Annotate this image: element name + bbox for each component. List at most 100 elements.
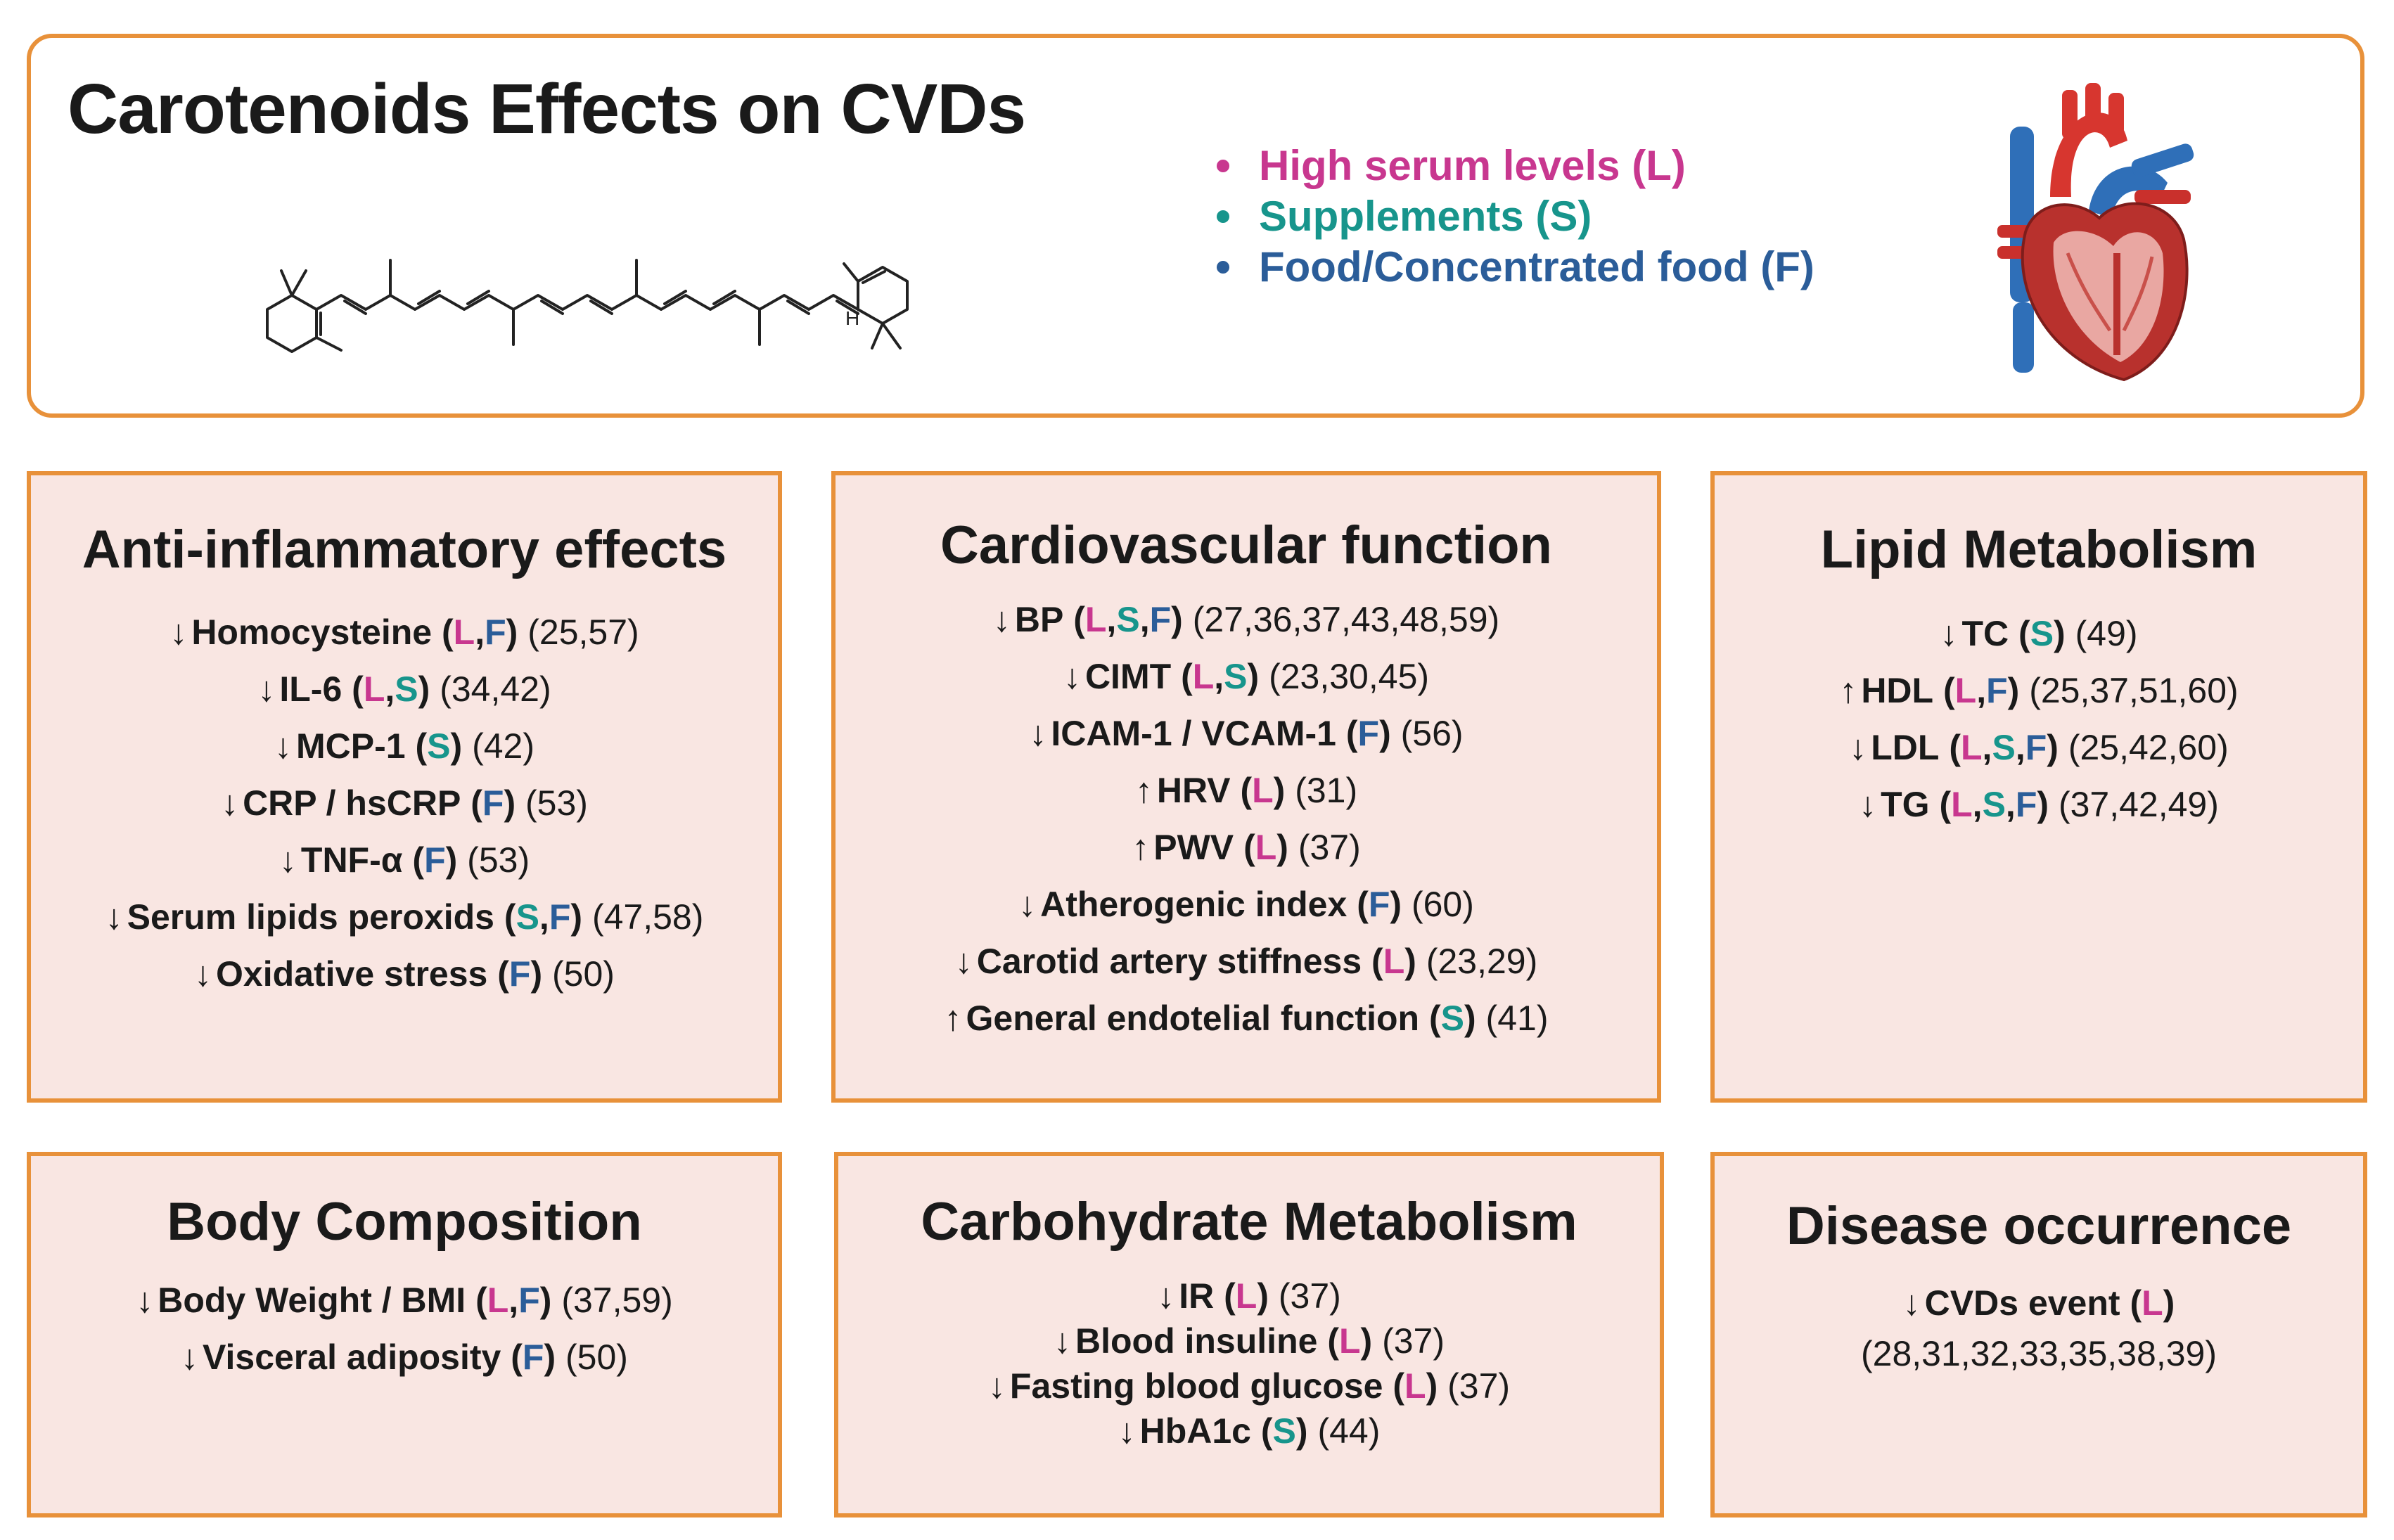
effect-item: ↓ ICAM-1 / VCAM-1 (F) (56)	[836, 705, 1657, 762]
references: (53)	[467, 840, 530, 880]
separator: ,	[2005, 785, 2016, 824]
effect-label: Fasting blood glucose	[1009, 1366, 1383, 1406]
paren: )	[1171, 600, 1183, 639]
paren: )	[1360, 1321, 1373, 1361]
separator: ,	[1214, 657, 1224, 696]
source-code-L: L	[1192, 657, 1215, 696]
paren: )	[1247, 657, 1260, 696]
item-list: ↓ Homocysteine (L,F) (25,57) ↓ IL-6 (L,S) (…	[31, 604, 778, 1003]
paren: (	[1260, 1411, 1273, 1451]
paren: )	[450, 726, 463, 766]
source-code-L: L	[1404, 1366, 1426, 1406]
effect-item: ↓ Fasting blood glucose (L) (37)	[838, 1363, 1660, 1409]
legend-label: High serum levels (L)	[1259, 142, 1686, 189]
effect-item: ↓ IL-6 (L,S) (34,42)	[31, 661, 778, 718]
effect-item: ↓ TC (S) (49)	[1715, 605, 2363, 662]
arrow-down-icon: ↓	[221, 783, 239, 823]
paren: (	[504, 897, 516, 937]
legend-item-L: High serum levels (L)	[1217, 141, 1814, 191]
effect-label: TG	[1881, 785, 1930, 824]
source-code-F: F	[485, 612, 506, 652]
separator: ,	[1976, 671, 1987, 710]
references: (28,31,32,33,35,38,39)	[1861, 1334, 2217, 1373]
paren: (	[1428, 999, 1441, 1038]
paren: )	[2007, 671, 2020, 710]
effect-item: ↓ Blood insuline (L) (37)	[838, 1318, 1660, 1363]
effect-item: ↓ Homocysteine (L,F) (25,57)	[31, 604, 778, 661]
references: (37)	[1278, 1276, 1341, 1316]
arrow-down-icon: ↓	[169, 612, 188, 652]
source-code-L: L	[487, 1281, 509, 1320]
references: (25,42,60)	[2068, 728, 2229, 767]
paren: (	[415, 726, 428, 766]
references: (44)	[1317, 1411, 1381, 1451]
references: (25,37,51,60)	[2029, 671, 2239, 710]
panel-cardiovascular-function: Cardiovascular function ↓ BP (L,S,F) (27,…	[831, 471, 1661, 1103]
source-code-F: F	[549, 897, 571, 937]
source-code-S: S	[516, 897, 539, 937]
panel-title: Body Composition	[167, 1192, 642, 1252]
arrow-down-icon: ↓	[987, 1366, 1006, 1406]
references: (37,59)	[561, 1281, 673, 1320]
effect-label: ICAM-1 / VCAM-1	[1051, 714, 1336, 753]
effect-label: Blood insuline	[1075, 1321, 1318, 1361]
arrow-down-icon: ↓	[954, 942, 973, 981]
separator: ,	[1972, 785, 1983, 824]
header-box	[27, 34, 2364, 418]
legend: High serum levels (L) Supplements (S) Fo…	[1217, 141, 1814, 293]
paren: )	[506, 612, 518, 652]
item-list: ↓ IR (L) (37) ↓ Blood insuline (L) (37) ↓ Fas…	[838, 1273, 1660, 1454]
effect-item: ↓ Serum lipids peroxids (S,F) (47,58)	[31, 889, 778, 946]
effect-label: HRV	[1156, 771, 1231, 810]
legend-item-F: Food/Concentrated food (F)	[1217, 242, 1814, 293]
paren: )	[539, 1281, 552, 1320]
effect-label: HbA1c	[1139, 1411, 1251, 1451]
item-list: ↓ CVDs event (L)	[1715, 1275, 2363, 1332]
paren: (	[1243, 828, 1255, 867]
arrow-down-icon: ↓	[136, 1281, 154, 1320]
references: (56)	[1400, 714, 1464, 753]
paren: )	[544, 1337, 556, 1377]
effect-item: ↓ IR (L) (37)	[838, 1273, 1660, 1318]
source-code-F: F	[508, 954, 531, 994]
paren: (	[1393, 1366, 1405, 1406]
effect-label: BP	[1014, 600, 1064, 639]
effect-label: TNF-α	[300, 840, 403, 880]
paren: )	[2047, 728, 2059, 767]
references: (37)	[1382, 1321, 1445, 1361]
effect-item: ↓ Carotid artery stiffness (L) (23,29)	[836, 933, 1657, 990]
effect-item: ↓ Oxidative stress (F) (50)	[31, 946, 778, 1003]
effect-label: IR	[1179, 1276, 1215, 1316]
arrow-down-icon: ↓	[1018, 885, 1037, 924]
paren: )	[570, 897, 583, 937]
source-code-F: F	[1986, 671, 2008, 710]
source-code-F: F	[482, 783, 504, 823]
effect-item: ↓ Atherogenic index (F) (60)	[836, 876, 1657, 933]
item-list: ↓ Body Weight / BMI (L,F) (37,59) ↓ Viscera…	[31, 1272, 778, 1386]
source-code-F: F	[2015, 785, 2037, 824]
paren: )	[530, 954, 543, 994]
paren: (	[1949, 728, 1961, 767]
effect-item: ↓ CRP / hsCRP (F) (53)	[31, 775, 778, 832]
paren: )	[504, 783, 516, 823]
effect-item: ↑ HDL (L,F) (25,37,51,60)	[1715, 662, 2363, 719]
effect-label: PWV	[1153, 828, 1234, 867]
effect-label: MCP-1	[296, 726, 406, 766]
paren: (	[1327, 1321, 1339, 1361]
paren: (	[511, 1337, 523, 1377]
effect-label: HDL	[1861, 671, 1934, 710]
separator: ,	[1106, 600, 1117, 639]
separator: ,	[1982, 728, 1992, 767]
source-code-F: F	[1149, 600, 1172, 639]
paren: )	[445, 840, 458, 880]
effect-label: TC	[1961, 614, 2009, 653]
arrow-down-icon: ↓	[257, 669, 276, 709]
references: (37)	[1298, 828, 1361, 867]
paren: (	[1181, 657, 1193, 696]
effect-label: General endotelial function	[966, 999, 1420, 1038]
paren: (	[412, 840, 425, 880]
effect-label: Serum lipids peroxids	[127, 897, 494, 937]
paren: (	[1345, 714, 1358, 753]
source-code-F: F	[522, 1337, 544, 1377]
effect-label: LDL	[1871, 728, 1940, 767]
